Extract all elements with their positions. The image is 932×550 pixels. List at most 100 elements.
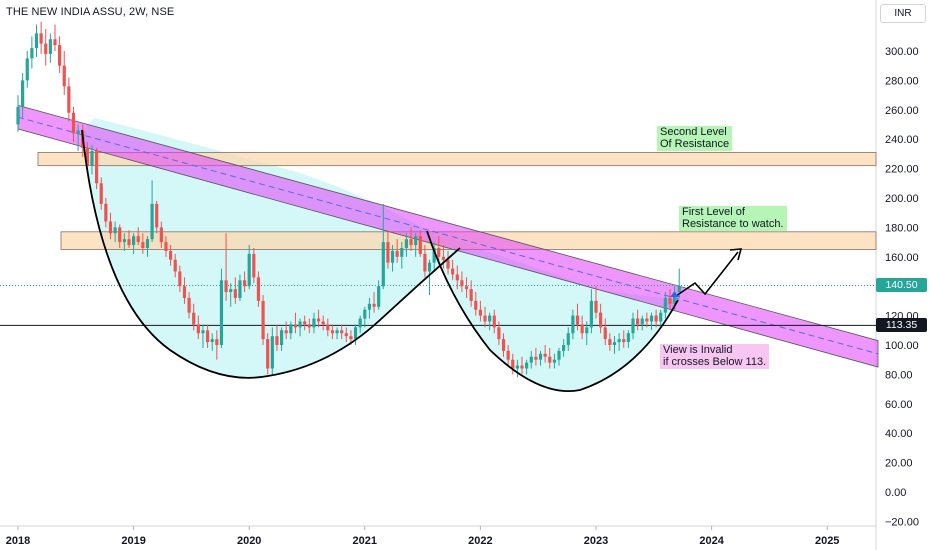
candle-body: [192, 312, 196, 325]
candle-body: [53, 39, 57, 46]
second-resistance-note: Second Level Of Resistance: [657, 126, 733, 151]
y-axis-tick-label: 0.00: [885, 487, 906, 499]
candle-body: [330, 330, 335, 334]
candle-body: [649, 315, 654, 322]
candle-body: [164, 242, 168, 251]
breakout-marker: [670, 292, 680, 297]
candle-body: [608, 339, 612, 345]
candle-body: [557, 350, 561, 360]
candle-body: [168, 250, 173, 260]
candle-body: [99, 183, 103, 204]
y-axis-tick-label: 300.00: [885, 46, 919, 58]
candle-body: [381, 242, 385, 287]
candle-body: [279, 330, 284, 345]
right-cup-curve: [426, 230, 679, 392]
candle-body: [289, 324, 293, 334]
candle-body: [48, 39, 52, 54]
x-axis-tick-label: 2019: [121, 535, 145, 547]
candle-body: [298, 321, 302, 328]
candle-body: [173, 259, 177, 272]
candle-body: [515, 365, 519, 369]
candle-body: [256, 277, 261, 301]
candle-body: [90, 150, 94, 166]
candle-body: [566, 333, 570, 345]
candle-body: [612, 342, 617, 345]
candle-body: [562, 345, 566, 351]
candle-body: [543, 353, 547, 357]
candle-body: [136, 236, 140, 243]
candle-body: [16, 106, 20, 125]
candle-body: [242, 280, 247, 287]
candle-body: [446, 259, 450, 269]
y-axis-tick-label: 80.00: [885, 369, 913, 381]
candle-body: [159, 227, 163, 243]
candle-body: [182, 286, 187, 298]
candle-body: [534, 356, 538, 360]
candle-body: [363, 309, 367, 319]
left-cup-curve: [81, 129, 461, 379]
candle-body: [127, 239, 131, 246]
candle-body: [525, 362, 529, 369]
candle-body: [673, 292, 677, 304]
candle-body: [358, 318, 362, 328]
candle-body: [335, 330, 339, 334]
candle-body: [585, 327, 589, 334]
x-axis-tick-label: 2024: [699, 535, 724, 547]
candle-body: [44, 43, 48, 54]
candle-body: [62, 65, 66, 87]
candle-body: [141, 242, 145, 248]
candle-body: [30, 48, 34, 59]
candle-body: [631, 318, 635, 334]
candle-body: [377, 286, 381, 307]
candle-body: [372, 303, 376, 307]
candle-body: [511, 359, 515, 369]
candle-body: [307, 324, 311, 328]
y-axis-tick-label: 20.00: [885, 458, 913, 470]
candle-body: [455, 274, 459, 281]
candle-body: [622, 339, 626, 343]
candle-body: [108, 221, 113, 234]
note-line: View is Invalid: [663, 344, 733, 356]
candle-body: [238, 280, 242, 298]
candle-body: [122, 239, 126, 243]
candle-body: [252, 253, 256, 278]
candle-body: [404, 239, 409, 248]
candle-body: [589, 300, 593, 328]
candle-body: [552, 359, 556, 363]
channel-midline: [17, 116, 879, 355]
candle-body: [460, 280, 464, 287]
y-axis-tick-label: 60.00: [885, 399, 913, 411]
candle-body: [219, 280, 224, 345]
candle-body: [340, 330, 344, 334]
candle-body: [506, 350, 510, 360]
candle-body: [118, 227, 122, 243]
candle-body: [95, 150, 99, 184]
candle-body: [626, 333, 630, 343]
candle-body: [594, 300, 598, 313]
candle-body: [71, 112, 76, 134]
candle-body: [210, 339, 214, 343]
candle-body: [58, 45, 62, 66]
candle-body: [529, 356, 533, 363]
symbol-title: THE NEW INDIA ASSU, 2W, NSE: [6, 6, 175, 18]
candle-body: [229, 289, 233, 293]
x-axis-tick-label: 2023: [584, 535, 608, 547]
y-axis-tick-label: 160.00: [885, 252, 919, 264]
candle-body: [400, 247, 404, 257]
currency-selector[interactable]: INR: [880, 4, 926, 23]
candle-body: [423, 253, 427, 272]
candle-body: [469, 289, 473, 301]
candle-body: [293, 324, 298, 328]
candle-body: [367, 303, 372, 310]
candle-body: [39, 33, 43, 44]
note-line: if crosses Below 113.: [663, 355, 767, 368]
candle-body: [414, 236, 418, 246]
right-cup-fill: [427, 231, 678, 392]
candle-body: [233, 289, 237, 298]
y-axis-tick-label: 200.00: [885, 193, 919, 205]
y-axis-tick-label: 180.00: [885, 222, 919, 234]
x-axis-tick-label: 2020: [237, 535, 261, 547]
candle-body: [497, 327, 501, 340]
candle-body: [326, 324, 330, 331]
